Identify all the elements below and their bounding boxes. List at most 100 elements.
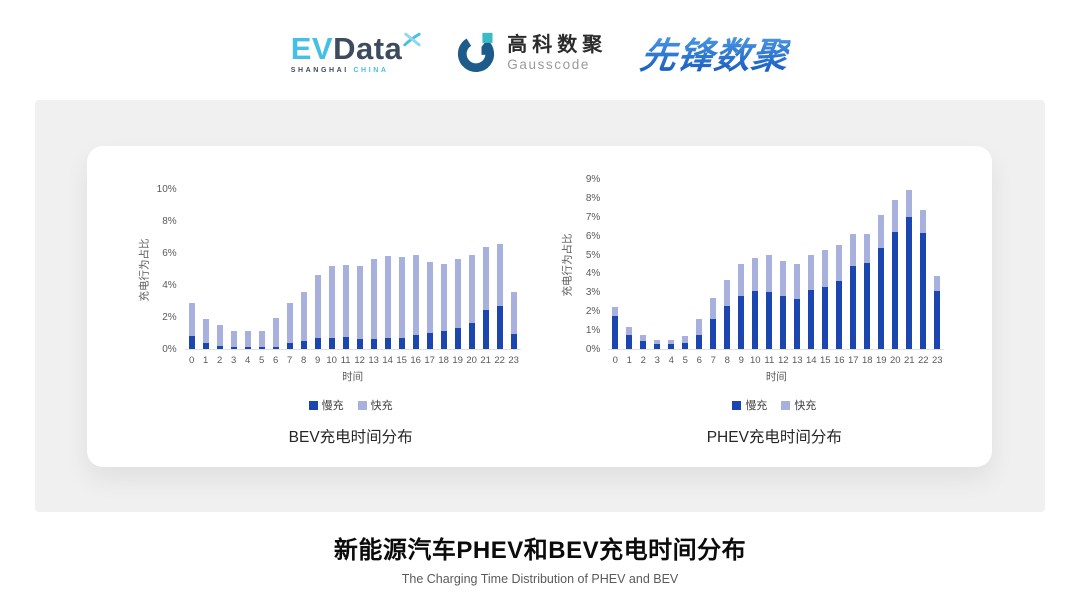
bar-segment-slow	[878, 247, 885, 349]
y-tick-label: 5%	[585, 249, 601, 261]
legend-label-fast: 快充	[370, 400, 393, 412]
legend-swatch-fast	[781, 400, 791, 410]
bar-stack	[356, 265, 363, 349]
bar-segment-slow	[440, 331, 447, 349]
bar-column-hour-17	[423, 261, 437, 349]
y-tick-label: 10%	[156, 184, 177, 195]
gausscode-cn-text: 高科数聚	[507, 33, 608, 56]
y-tick-label: 4%	[162, 280, 177, 291]
y-axis-label-wrap: 充电行为占比	[558, 180, 576, 350]
bar-column-hour-14	[804, 254, 818, 349]
x-tick-label: 8	[301, 355, 307, 366]
bar-stack	[752, 258, 759, 349]
bar-segment-fast	[230, 330, 237, 348]
x-tick-label: 2	[217, 355, 223, 366]
bar-segment-slow	[920, 232, 927, 349]
bar-stack	[328, 265, 335, 349]
bev-chart: 充电行为占比 10% 8% 6% 4% 2% 0% 0 1 2 3 4 5 6 7 8 9 10 11 12 13 1…	[135, 184, 521, 447]
bar-stack	[906, 190, 913, 349]
legend-item-fast: 快充	[357, 397, 393, 413]
bar-segment-slow	[654, 344, 661, 349]
bar-column-hour-11	[339, 265, 353, 349]
bar-segment-slow	[510, 333, 517, 349]
bar-segment-fast	[412, 255, 419, 336]
x-tick-label: 7	[287, 355, 293, 366]
bar-segment-fast	[738, 264, 745, 297]
bar-stack	[682, 335, 689, 349]
bar-segment-slow	[314, 337, 321, 349]
x-tick-label: 7	[710, 355, 716, 366]
bar-column-hour-5	[255, 330, 269, 349]
x-tick-label: 20	[466, 355, 477, 366]
bar-stack	[510, 292, 517, 349]
bar-segment-slow	[202, 343, 209, 349]
bar-segment-fast	[934, 276, 941, 292]
bar-segment-fast	[188, 302, 195, 337]
bar-stack	[696, 318, 703, 349]
evdata-x-icon	[403, 32, 421, 46]
bar-segment-fast	[314, 274, 321, 338]
x-tick-label: 1	[203, 355, 209, 366]
x-tick-label: 13	[368, 355, 379, 366]
bar-segment-slow	[356, 339, 363, 349]
x-tick-label: 11	[764, 355, 775, 366]
pioneer-logo: 先锋数聚	[638, 27, 793, 79]
bar-column-hour-16	[832, 245, 846, 349]
bar-segment-fast	[766, 254, 773, 293]
bar-stack	[398, 257, 405, 349]
y-axis-label-wrap: 充电行为占比	[135, 190, 153, 350]
bar-segment-fast	[850, 233, 857, 266]
bar-stack	[412, 255, 419, 349]
bar-segment-fast	[482, 247, 489, 310]
bar-segment-slow	[696, 334, 703, 349]
x-tick-label: 13	[792, 355, 803, 366]
bar-segment-slow	[468, 323, 475, 349]
x-tick-label: 16	[410, 355, 421, 366]
bar-stack	[426, 261, 433, 349]
bar-stack	[216, 325, 223, 349]
bar-stack	[710, 298, 717, 349]
gausscode-logo: 高科数聚 Gausscode	[454, 31, 607, 75]
y-tick-label: 4%	[585, 268, 601, 280]
bar-stack	[230, 330, 237, 349]
bar-segment-fast	[342, 265, 349, 337]
bar-stack	[496, 244, 503, 349]
bar-column-hour-0	[185, 302, 199, 349]
bar-segment-fast	[808, 254, 815, 291]
x-tick-label: 22	[918, 355, 929, 366]
bar-stack	[920, 210, 927, 349]
bar-segment-slow	[454, 328, 461, 349]
bar-segment-fast	[822, 249, 829, 287]
evdata-wordmark: EVData	[291, 32, 421, 64]
bar-segment-slow	[612, 315, 619, 349]
bar-column-hour-1	[622, 327, 636, 349]
legend-label-fast: 快充	[794, 400, 817, 412]
x-tick-label: 12	[778, 355, 789, 366]
bar-segment-slow	[412, 335, 419, 349]
bar-column-hour-23	[507, 292, 521, 349]
y-tick-label: 0%	[585, 344, 601, 355]
bar-segment-fast	[682, 335, 689, 344]
bar-segment-fast	[892, 199, 899, 232]
bar-segment-slow	[286, 343, 293, 349]
legend-swatch-fast	[357, 400, 367, 410]
x-tick-label: 14	[806, 355, 817, 366]
bar-segment-fast	[710, 298, 717, 319]
x-tick-label: 11	[340, 355, 351, 366]
bar-segment-fast	[724, 280, 731, 306]
bar-column-hour-23	[930, 276, 944, 349]
bar-column-hour-22	[916, 210, 930, 349]
x-tick-label: 4	[668, 355, 674, 366]
x-tick-label: 3	[654, 355, 660, 366]
bar-stack	[864, 233, 871, 349]
bar-stack	[626, 327, 633, 349]
bar-segment-fast	[216, 325, 223, 346]
bar-segment-slow	[640, 340, 647, 349]
bar-column-hour-12	[353, 265, 367, 349]
page-title: 新能源汽车PHEV和BEV充电时间分布	[333, 537, 747, 564]
bar-column-hour-0	[608, 307, 622, 349]
bar-stack	[384, 256, 391, 349]
bar-segment-fast	[384, 256, 391, 338]
x-tick-label: 5	[259, 355, 265, 366]
bar-column-hour-3	[227, 330, 241, 349]
